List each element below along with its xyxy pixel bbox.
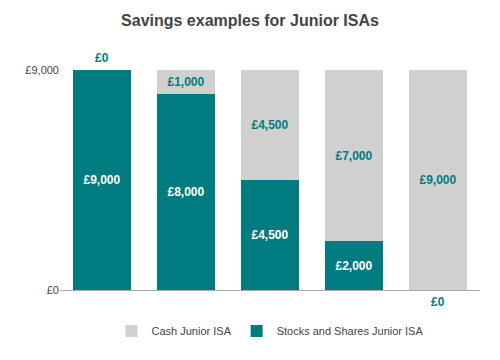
svg-text:£1,000: £1,000 [167,75,204,89]
svg-text:£9,000: £9,000 [25,64,59,76]
svg-text:£9,000: £9,000 [83,173,120,187]
svg-text:Cash Junior ISA: Cash Junior ISA [152,325,232,337]
svg-text:£8,000: £8,000 [167,185,204,199]
svg-text:£4,500: £4,500 [251,228,288,242]
svg-text:£9,000: £9,000 [419,173,456,187]
svg-text:Savings examples for Junior IS: Savings examples for Junior ISAs [121,12,379,29]
svg-text:£0: £0 [431,295,445,309]
svg-text:£0: £0 [47,284,59,296]
svg-text:Stocks and Shares Junior ISA: Stocks and Shares Junior ISA [277,325,424,337]
svg-text:£7,000: £7,000 [335,149,372,163]
svg-text:£2,000: £2,000 [335,259,372,273]
svg-text:£0: £0 [95,51,109,65]
svg-text:£4,500: £4,500 [251,118,288,132]
